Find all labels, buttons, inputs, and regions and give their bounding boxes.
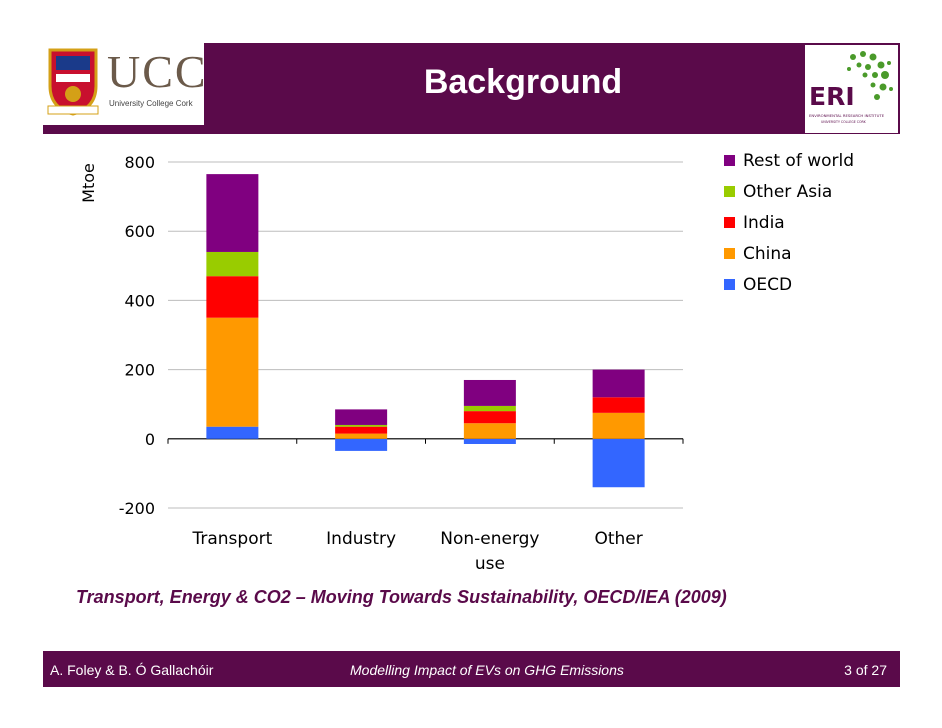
stacked-bar-chart: 800 600 400 200 0 -200 Mtoe Transport Industry No…: [79, 151, 854, 574]
slide-title: Background: [423, 63, 623, 101]
eri-logo-text: ERI: [809, 82, 855, 111]
ucc-logo: UCC University College Cork: [43, 43, 206, 125]
y-tick-label: 0: [145, 430, 155, 449]
legend-swatch: [724, 279, 735, 290]
bar-segment: [592, 412, 645, 439]
bar-segment: [463, 405, 516, 412]
legend-label: India: [743, 213, 785, 233]
legend-swatch: [724, 217, 735, 228]
figure-caption: Transport, Energy & CO2 – Moving Towards…: [76, 587, 727, 607]
x-tick-label: Non-energy: [440, 529, 539, 549]
bar-segment: [592, 438, 645, 488]
legend-swatch: [724, 186, 735, 197]
legend-label: OECD: [743, 275, 792, 295]
footer-authors: A. Foley & B. Ó Gallachóir: [50, 662, 214, 678]
legend-label: Rest of world: [743, 151, 854, 171]
bar-segment: [206, 251, 259, 277]
x-tick-label: Transport: [191, 529, 272, 549]
footer-subtitle: Modelling Impact of EVs on GHG Emissions: [350, 662, 624, 678]
bar-segment: [592, 397, 645, 413]
y-tick-label: 800: [124, 153, 155, 172]
bar-segment: [463, 379, 516, 406]
bar-segment: [335, 426, 388, 434]
bar-segment: [335, 424, 388, 427]
eri-logo-subtext: ENVIRONMENTAL RESEARCH INSTITUTE: [809, 113, 885, 118]
slide-footer: A. Foley & B. Ó Gallachóir Modelling Imp…: [43, 651, 900, 687]
eri-logo: ERI ENVIRONMENTAL RESEARCH INSTITUTE UNI…: [805, 45, 898, 133]
y-tick-label: 400: [124, 291, 155, 310]
slide-header: UCC University College Cork Background E…: [43, 43, 900, 134]
bar-segment: [592, 369, 645, 398]
bar-segment: [463, 423, 516, 439]
eri-logo-graphic: ERI ENVIRONMENTAL RESEARCH INSTITUTE UNI…: [809, 51, 893, 124]
bar-segment: [206, 317, 259, 427]
legend-swatch: [724, 248, 735, 259]
legend-label: China: [743, 244, 792, 264]
legend-label: Other Asia: [743, 182, 832, 202]
ucc-crest-icon: [47, 48, 99, 116]
bar-segment: [463, 411, 516, 424]
y-tick-label: 600: [124, 222, 155, 241]
bar-segment: [335, 409, 388, 425]
eri-dots-icon: [847, 51, 893, 100]
bar-segment: [335, 433, 388, 439]
bar-segment: [463, 438, 516, 444]
y-tick-label: 200: [124, 361, 155, 380]
footer-page-number: 3 of 27: [844, 662, 887, 678]
x-tick-label: Industry: [326, 529, 396, 549]
x-tick-label: use: [475, 554, 505, 574]
y-axis-label: Mtoe: [79, 163, 98, 203]
legend-swatch: [724, 155, 735, 166]
eri-logo-subtext2: UNIVERSITY COLLEGE CORK: [821, 120, 867, 124]
bar-segment: [206, 174, 259, 252]
y-tick-label: -200: [119, 499, 155, 518]
x-tick-label: Other: [594, 529, 642, 549]
ucc-logo-text: UCC: [107, 46, 208, 97]
bar-segment: [206, 276, 259, 318]
bar-segment: [206, 426, 259, 439]
chart: 800 600 400 200 0 -200 Mtoe Transport Industry No…: [0, 140, 942, 580]
bar-segment: [335, 438, 388, 451]
ucc-logo-subtext: University College Cork: [109, 99, 193, 108]
